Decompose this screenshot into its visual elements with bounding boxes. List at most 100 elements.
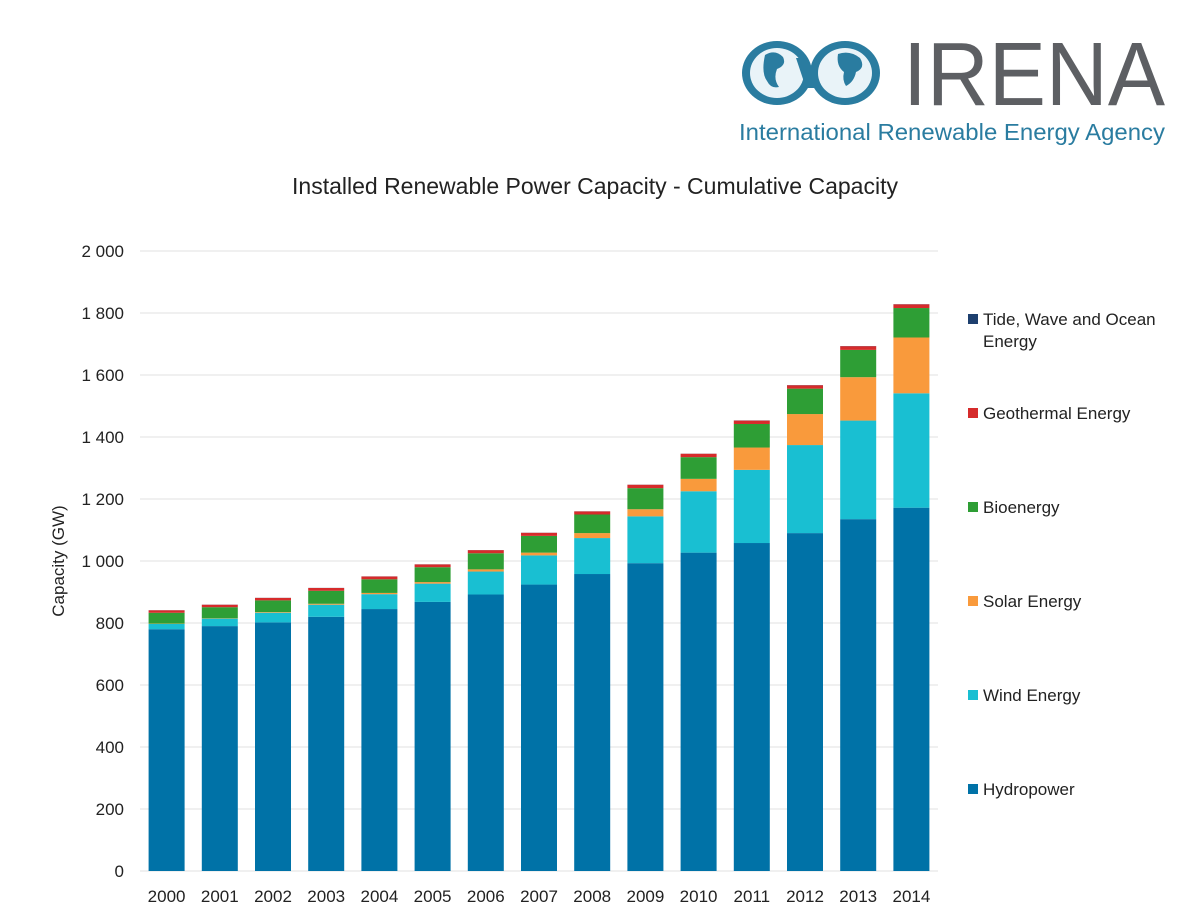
bar-segment-geothermal-energy (361, 576, 398, 580)
bar-segment-geothermal-energy (733, 420, 770, 424)
bar-segment-bioenergy (733, 423, 770, 448)
bar-segment-bioenergy (414, 567, 451, 583)
x-tick-label: 2006 (467, 887, 505, 906)
bar-segment-geothermal-energy (467, 550, 504, 554)
x-tick-label: 2010 (680, 887, 718, 906)
legend-swatch (968, 502, 978, 512)
x-tick-label: 2005 (414, 887, 452, 906)
bar-segment-wind-energy (361, 594, 398, 610)
y-tick-label: 800 (96, 614, 124, 633)
bars (148, 304, 930, 871)
bar-segment-geothermal-energy (787, 385, 823, 389)
y-tick-label: 1 000 (81, 552, 124, 571)
bar-segment-wind-energy (201, 618, 238, 627)
bar-segment-bioenergy (201, 607, 238, 619)
bar-segment-bioenergy (308, 590, 345, 604)
y-tick-label: 0 (115, 862, 124, 881)
bar-segment-solar-energy (521, 552, 557, 556)
bar-segment-hydropower (627, 563, 664, 871)
bar-segment-solar-energy (414, 582, 451, 584)
bar-segment-wind-energy (148, 623, 185, 630)
bar-segment-solar-energy (574, 533, 611, 539)
bar-segment-hydropower (893, 507, 930, 871)
x-tick-label: 2002 (254, 887, 292, 906)
bar-segment-geothermal-energy (255, 597, 291, 601)
bar-segment-solar-energy (787, 414, 823, 446)
logo-subtitle: International Renewable Energy Agency (739, 119, 1166, 145)
bar-segment-wind-energy (840, 420, 877, 520)
bar-segment-wind-energy (308, 604, 345, 617)
chart-title: Installed Renewable Power Capacity - Cum… (292, 173, 898, 199)
bar-segment-geothermal-energy (148, 610, 185, 613)
x-tick-label: 2011 (734, 887, 771, 906)
y-tick-label: 200 (96, 800, 124, 819)
x-tick-label: 2008 (573, 887, 611, 906)
bar-segment-wind-energy (255, 612, 291, 623)
y-tick-label: 1 200 (81, 490, 124, 509)
bar-segment-wind-energy (467, 571, 504, 595)
bar-segment-geothermal-energy (201, 604, 238, 608)
legend-label: Bioenergy (983, 498, 1060, 517)
y-axis-ticks: 0 200 400 600 800 1 000 1 200 1 400 1 600 1 800 2 … (81, 242, 124, 881)
bar-segment-hydropower (308, 616, 345, 871)
bar-segment-hydropower (733, 543, 770, 871)
x-tick-label: 2003 (307, 887, 345, 906)
bar-segment-wind-energy (414, 583, 451, 602)
bar-segment-hydropower (255, 622, 291, 871)
bar-segment-bioenergy (627, 488, 664, 510)
bar-segment-bioenergy (574, 514, 611, 534)
bar-segment-solar-energy (308, 603, 345, 605)
legend-swatch (968, 784, 978, 794)
bar-segment-bioenergy (361, 579, 398, 593)
legend-label: Hydropower (983, 780, 1075, 799)
bar-segment-wind-energy (574, 538, 611, 575)
bar-segment-hydropower (574, 574, 611, 871)
bar-segment-solar-energy (361, 592, 398, 595)
bar-segment-wind-energy (680, 491, 717, 553)
legend: Tide, Wave and Ocean Energy Geothermal Ene… (968, 310, 1156, 799)
bar-segment-geothermal-energy (521, 532, 557, 536)
bar-segment-bioenergy (467, 553, 504, 570)
bar-segment-hydropower (361, 609, 398, 871)
y-tick-label: 1 800 (81, 304, 124, 323)
bar-segment-wind-energy (787, 445, 823, 534)
legend-swatch (968, 690, 978, 700)
bar-segment-solar-energy (255, 612, 291, 613)
bar-segment-solar-energy (467, 569, 504, 572)
x-tick-label: 2000 (148, 887, 186, 906)
bar-segment-geothermal-energy (680, 453, 717, 458)
bar-segment-geothermal-energy (414, 564, 451, 568)
legend-label: Solar Energy (983, 592, 1082, 611)
bar-segment-bioenergy (840, 349, 877, 378)
legend-label: Tide, Wave and Ocean Energy (983, 310, 1156, 351)
bar-segment-bioenergy (893, 308, 930, 338)
bar-segment-solar-energy (840, 377, 877, 421)
bar-segment-solar-energy (733, 447, 770, 470)
x-tick-label: 2012 (786, 887, 824, 906)
y-tick-label: 1 600 (81, 366, 124, 385)
y-tick-label: 1 400 (81, 428, 124, 447)
bar-segment-wind-energy (893, 393, 930, 508)
legend-label: Wind Energy (983, 686, 1081, 705)
bar-segment-solar-energy (680, 478, 717, 492)
x-tick-label: 2013 (839, 887, 877, 906)
bar-segment-hydropower (840, 519, 877, 871)
logo-wordmark: IRENA (903, 25, 1165, 125)
bar-segment-bioenergy (680, 457, 717, 479)
y-tick-label: 2 000 (81, 242, 124, 261)
x-tick-label: 2009 (626, 887, 664, 906)
bar-segment-geothermal-energy (627, 484, 664, 489)
x-tick-label: 2001 (201, 887, 239, 906)
bar-segment-hydropower (467, 594, 504, 871)
legend-swatch (968, 314, 978, 324)
bar-segment-hydropower (680, 552, 717, 871)
bar-segment-bioenergy (148, 612, 185, 624)
bar-segment-hydropower (148, 629, 185, 871)
bar-segment-wind-energy (521, 555, 557, 585)
x-axis-ticks: 2000 2001 2002 2003 2004 2005 2006 2007 2008 2009… (148, 887, 931, 906)
bar-segment-hydropower (414, 601, 451, 871)
bar-segment-wind-energy (733, 469, 770, 544)
y-tick-label: 600 (96, 676, 124, 695)
bar-segment-hydropower (787, 533, 823, 871)
